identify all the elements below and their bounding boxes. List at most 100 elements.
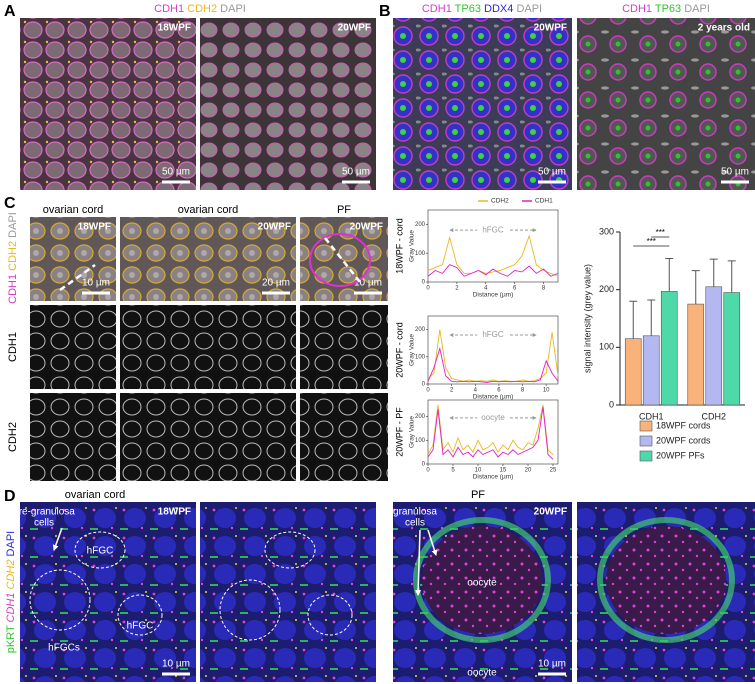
micrograph xyxy=(200,18,376,190)
stain-name: DAPI xyxy=(5,531,17,557)
annotation-bg xyxy=(477,225,509,236)
scale-bar-label: 20 µm xyxy=(262,278,290,289)
stain-name: CDH1 xyxy=(7,274,19,304)
error-bar xyxy=(629,300,638,339)
annotation: granulosa xyxy=(393,507,437,518)
stain-label: CDH1 TP63 DAPI xyxy=(622,3,710,15)
micrograph xyxy=(30,305,116,389)
arrow xyxy=(52,527,63,551)
legend-label: 18WPF cords xyxy=(656,420,711,430)
x-axis-label: Distance (µm) xyxy=(473,292,514,299)
scale-bar-label: 10 µm xyxy=(162,659,190,670)
stain-name: CDH2 xyxy=(5,559,17,589)
x-tick-label: 20 xyxy=(525,468,532,474)
y-tick-label: 0 xyxy=(609,399,614,409)
legend-label: CDH2 xyxy=(491,198,509,205)
significance-label: *** xyxy=(656,228,665,237)
significance-label: *** xyxy=(647,237,656,246)
annotation-bg xyxy=(477,330,509,341)
annotation: oocyte xyxy=(467,668,497,679)
arrow xyxy=(415,529,422,596)
x-tick-label: 8 xyxy=(521,388,525,394)
annotation: hFGC xyxy=(127,621,154,632)
profile-line xyxy=(427,264,559,277)
stain-name: CDH1 xyxy=(5,593,17,623)
micrograph xyxy=(30,393,116,481)
scale-bar-label: 50 µm xyxy=(538,167,566,178)
x-tick-label: 10 xyxy=(475,468,482,474)
legend-label: CDH1 xyxy=(535,198,553,205)
stain-label: CDH1 CDH2 DAPI xyxy=(7,212,19,304)
x-tick-label: CDH1 xyxy=(639,411,664,421)
micrograph xyxy=(393,18,572,190)
stain-name: TP63 xyxy=(455,3,481,15)
profile-line xyxy=(427,234,559,277)
y-tick-label: 300 xyxy=(599,226,614,236)
stain-name: CDH2 xyxy=(7,241,19,271)
scale-bar-label: 10 µm xyxy=(538,659,566,670)
y-tick-label: 200 xyxy=(415,327,426,333)
image-label: 2 years old xyxy=(698,23,750,34)
annotation: pre-granulosa xyxy=(13,507,75,518)
y-tick-label: 0 xyxy=(422,382,426,388)
row-label: 18WPF - cord xyxy=(394,218,404,274)
bar xyxy=(705,286,723,406)
stain-name: CDH1 xyxy=(622,3,652,15)
follicle-outline xyxy=(309,233,371,287)
stain-name: CDH2 xyxy=(187,3,217,15)
stain-label: CDH1 CDH2 DAPI xyxy=(154,3,246,15)
legend-swatch xyxy=(639,450,653,462)
column-title: ovarian cord xyxy=(178,204,239,216)
x-tick-label: 5 xyxy=(451,468,455,474)
annotation: hFGC xyxy=(87,546,114,557)
y-axis-label: Gray Value xyxy=(409,334,416,366)
image-label: 18WPF xyxy=(78,222,111,233)
stain-label: pKRT CDH1 CDH2 DAPI xyxy=(5,531,17,654)
y-tick-label: 0 xyxy=(422,280,426,286)
bar xyxy=(660,291,678,406)
x-tick-label: 4 xyxy=(474,388,478,394)
row-label: 20WPF - cord xyxy=(394,322,404,378)
profile-line xyxy=(59,263,96,292)
cell-outline xyxy=(264,531,316,569)
legend-swatch xyxy=(639,420,653,432)
annotation: hFGC xyxy=(482,330,504,339)
image-label: 18WPF xyxy=(158,23,191,34)
stain-name: DAPI xyxy=(516,3,542,15)
y-tick-label: 100 xyxy=(599,342,614,352)
stain-name: pKRT xyxy=(5,625,17,653)
y-tick-label: 100 xyxy=(415,354,426,360)
micrograph xyxy=(120,305,296,389)
plot-frame xyxy=(427,315,559,385)
image-label: 20WPF xyxy=(258,222,291,233)
x-tick-label: 0 xyxy=(426,388,430,394)
micrograph xyxy=(300,217,388,301)
x-tick-label: 0 xyxy=(426,468,430,474)
x-tick-label: 15 xyxy=(500,468,507,474)
panel-letter: B xyxy=(379,3,391,20)
cell-outline xyxy=(219,579,281,641)
image-label: 20WPF xyxy=(534,23,567,34)
micrograph xyxy=(20,502,196,682)
column-title: ovarian cord xyxy=(43,204,104,216)
row-label: CDH1 xyxy=(7,332,19,362)
column-title: ovarian cord xyxy=(65,489,126,501)
y-tick-label: 200 xyxy=(599,284,614,294)
cell-outline xyxy=(29,569,91,631)
profile-line xyxy=(427,346,559,383)
micrograph xyxy=(300,393,388,481)
x-tick-label: 6 xyxy=(513,286,517,292)
stain-label: CDH1 TP63 DDX4 DAPI xyxy=(422,3,542,15)
panel-letter: D xyxy=(4,488,16,505)
x-tick-label: 4 xyxy=(484,286,488,292)
stain-name: CDH1 xyxy=(154,3,184,15)
annotation: oocyte xyxy=(467,578,497,589)
follicle-ring xyxy=(413,517,551,643)
scale-bar-label: 50 µm xyxy=(162,167,190,178)
oocyte xyxy=(606,526,726,634)
panel-letter: C xyxy=(4,195,16,212)
x-tick-label: 6 xyxy=(497,388,501,394)
legend-swatch xyxy=(639,435,653,447)
micrograph xyxy=(20,18,196,190)
